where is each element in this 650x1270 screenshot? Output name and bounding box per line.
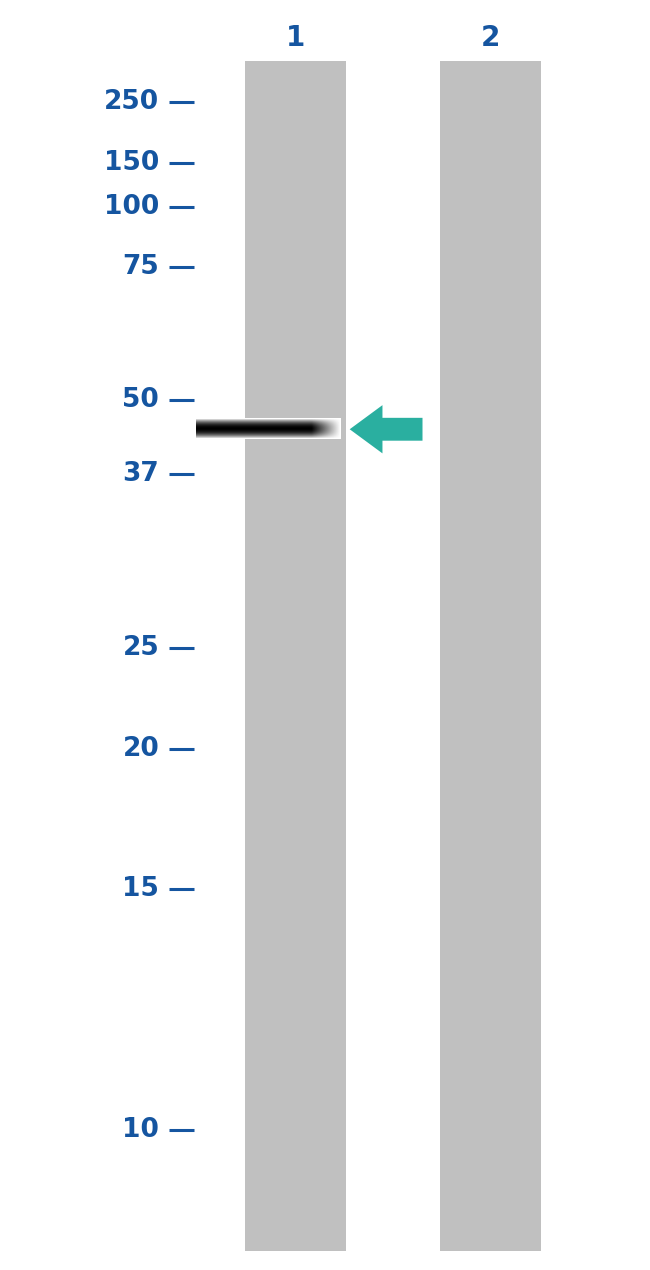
Text: 100: 100: [104, 194, 159, 220]
Text: 15: 15: [122, 876, 159, 902]
Bar: [246, 61, 346, 1251]
Text: 50: 50: [122, 387, 159, 413]
Bar: [441, 61, 541, 1251]
Text: 25: 25: [122, 635, 159, 660]
Text: 2: 2: [481, 24, 500, 52]
Text: 1: 1: [286, 24, 306, 52]
Text: 20: 20: [122, 737, 159, 762]
Text: 150: 150: [104, 150, 159, 175]
Text: 75: 75: [122, 254, 159, 279]
Text: 10: 10: [122, 1118, 159, 1143]
Text: 250: 250: [104, 89, 159, 114]
Text: 37: 37: [122, 461, 159, 486]
Polygon shape: [350, 405, 423, 453]
